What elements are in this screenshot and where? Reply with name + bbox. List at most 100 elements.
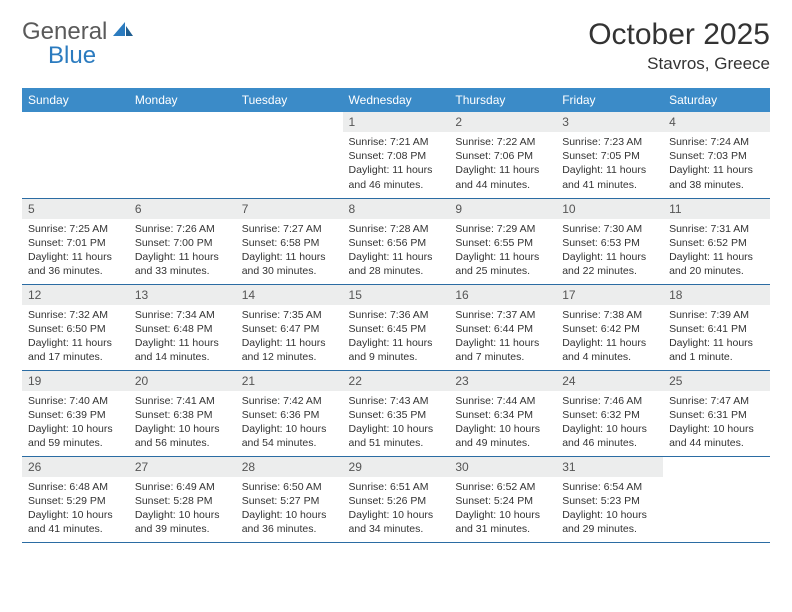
day-number: 16	[449, 285, 556, 305]
day-content: Sunrise: 7:31 AMSunset: 6:52 PMDaylight:…	[663, 219, 770, 283]
day-content: Sunrise: 7:46 AMSunset: 6:32 PMDaylight:…	[556, 391, 663, 455]
day-number: 12	[22, 285, 129, 305]
day-header: Thursday	[449, 88, 556, 112]
calendar-cell: 16Sunrise: 7:37 AMSunset: 6:44 PMDayligh…	[449, 284, 556, 370]
day-content: Sunrise: 7:36 AMSunset: 6:45 PMDaylight:…	[343, 305, 450, 369]
calendar-cell: 2Sunrise: 7:22 AMSunset: 7:06 PMDaylight…	[449, 112, 556, 198]
day-number: 10	[556, 199, 663, 219]
calendar-cell: 10Sunrise: 7:30 AMSunset: 6:53 PMDayligh…	[556, 198, 663, 284]
day-number: 13	[129, 285, 236, 305]
day-content: Sunrise: 6:50 AMSunset: 5:27 PMDaylight:…	[236, 477, 343, 541]
day-content: Sunrise: 7:40 AMSunset: 6:39 PMDaylight:…	[22, 391, 129, 455]
header: General October 2025 Stavros, Greece	[22, 18, 770, 74]
calendar-cell: 28Sunrise: 6:50 AMSunset: 5:27 PMDayligh…	[236, 456, 343, 542]
calendar-cell: 3Sunrise: 7:23 AMSunset: 7:05 PMDaylight…	[556, 112, 663, 198]
day-number: 8	[343, 199, 450, 219]
logo-text-b-wrap: Blue	[48, 42, 96, 70]
day-header: Monday	[129, 88, 236, 112]
logo-text-b: Blue	[48, 42, 96, 69]
calendar-cell: 25Sunrise: 7:47 AMSunset: 6:31 PMDayligh…	[663, 370, 770, 456]
day-content: Sunrise: 7:38 AMSunset: 6:42 PMDaylight:…	[556, 305, 663, 369]
day-content: Sunrise: 7:42 AMSunset: 6:36 PMDaylight:…	[236, 391, 343, 455]
day-number: 29	[343, 457, 450, 477]
day-content: Sunrise: 7:47 AMSunset: 6:31 PMDaylight:…	[663, 391, 770, 455]
day-number: 28	[236, 457, 343, 477]
day-header: Friday	[556, 88, 663, 112]
calendar-cell: 12Sunrise: 7:32 AMSunset: 6:50 PMDayligh…	[22, 284, 129, 370]
calendar: SundayMondayTuesdayWednesdayThursdayFrid…	[22, 88, 770, 543]
calendar-body: 1Sunrise: 7:21 AMSunset: 7:08 PMDaylight…	[22, 112, 770, 542]
calendar-cell: 23Sunrise: 7:44 AMSunset: 6:34 PMDayligh…	[449, 370, 556, 456]
day-number: 23	[449, 371, 556, 391]
calendar-head: SundayMondayTuesdayWednesdayThursdayFrid…	[22, 88, 770, 112]
day-content: Sunrise: 7:29 AMSunset: 6:55 PMDaylight:…	[449, 219, 556, 283]
day-number: 31	[556, 457, 663, 477]
day-header: Tuesday	[236, 88, 343, 112]
day-header-row: SundayMondayTuesdayWednesdayThursdayFrid…	[22, 88, 770, 112]
day-number: 7	[236, 199, 343, 219]
day-content: Sunrise: 6:54 AMSunset: 5:23 PMDaylight:…	[556, 477, 663, 541]
day-number: 30	[449, 457, 556, 477]
day-content: Sunrise: 7:34 AMSunset: 6:48 PMDaylight:…	[129, 305, 236, 369]
calendar-cell: 11Sunrise: 7:31 AMSunset: 6:52 PMDayligh…	[663, 198, 770, 284]
calendar-cell: 29Sunrise: 6:51 AMSunset: 5:26 PMDayligh…	[343, 456, 450, 542]
calendar-cell	[663, 456, 770, 542]
day-number: 24	[556, 371, 663, 391]
calendar-cell: 15Sunrise: 7:36 AMSunset: 6:45 PMDayligh…	[343, 284, 450, 370]
day-content: Sunrise: 6:52 AMSunset: 5:24 PMDaylight:…	[449, 477, 556, 541]
day-number: 4	[663, 112, 770, 132]
day-number: 2	[449, 112, 556, 132]
calendar-cell: 1Sunrise: 7:21 AMSunset: 7:08 PMDaylight…	[343, 112, 450, 198]
day-number: 19	[22, 371, 129, 391]
day-content: Sunrise: 6:48 AMSunset: 5:29 PMDaylight:…	[22, 477, 129, 541]
calendar-cell: 24Sunrise: 7:46 AMSunset: 6:32 PMDayligh…	[556, 370, 663, 456]
day-number: 21	[236, 371, 343, 391]
day-number: 9	[449, 199, 556, 219]
day-number: 17	[556, 285, 663, 305]
day-number: 1	[343, 112, 450, 132]
day-content: Sunrise: 7:41 AMSunset: 6:38 PMDaylight:…	[129, 391, 236, 455]
day-content: Sunrise: 7:39 AMSunset: 6:41 PMDaylight:…	[663, 305, 770, 369]
day-number: 6	[129, 199, 236, 219]
calendar-row: 26Sunrise: 6:48 AMSunset: 5:29 PMDayligh…	[22, 456, 770, 542]
calendar-cell: 14Sunrise: 7:35 AMSunset: 6:47 PMDayligh…	[236, 284, 343, 370]
calendar-cell: 4Sunrise: 7:24 AMSunset: 7:03 PMDaylight…	[663, 112, 770, 198]
day-content: Sunrise: 7:27 AMSunset: 6:58 PMDaylight:…	[236, 219, 343, 283]
calendar-cell: 8Sunrise: 7:28 AMSunset: 6:56 PMDaylight…	[343, 198, 450, 284]
calendar-row: 1Sunrise: 7:21 AMSunset: 7:08 PMDaylight…	[22, 112, 770, 198]
title-block: October 2025 Stavros, Greece	[588, 18, 770, 74]
calendar-cell: 18Sunrise: 7:39 AMSunset: 6:41 PMDayligh…	[663, 284, 770, 370]
day-content: Sunrise: 7:22 AMSunset: 7:06 PMDaylight:…	[449, 132, 556, 196]
day-content: Sunrise: 7:23 AMSunset: 7:05 PMDaylight:…	[556, 132, 663, 196]
calendar-cell: 21Sunrise: 7:42 AMSunset: 6:36 PMDayligh…	[236, 370, 343, 456]
calendar-cell: 31Sunrise: 6:54 AMSunset: 5:23 PMDayligh…	[556, 456, 663, 542]
page-title: October 2025	[588, 18, 770, 52]
day-content: Sunrise: 7:37 AMSunset: 6:44 PMDaylight:…	[449, 305, 556, 369]
day-content: Sunrise: 7:30 AMSunset: 6:53 PMDaylight:…	[556, 219, 663, 283]
calendar-cell: 26Sunrise: 6:48 AMSunset: 5:29 PMDayligh…	[22, 456, 129, 542]
day-header: Wednesday	[343, 88, 450, 112]
day-content: Sunrise: 7:44 AMSunset: 6:34 PMDaylight:…	[449, 391, 556, 455]
calendar-cell: 17Sunrise: 7:38 AMSunset: 6:42 PMDayligh…	[556, 284, 663, 370]
day-content: Sunrise: 6:49 AMSunset: 5:28 PMDaylight:…	[129, 477, 236, 541]
day-number: 22	[343, 371, 450, 391]
day-content: Sunrise: 7:35 AMSunset: 6:47 PMDaylight:…	[236, 305, 343, 369]
day-header: Saturday	[663, 88, 770, 112]
calendar-cell	[129, 112, 236, 198]
calendar-row: 12Sunrise: 7:32 AMSunset: 6:50 PMDayligh…	[22, 284, 770, 370]
calendar-cell: 20Sunrise: 7:41 AMSunset: 6:38 PMDayligh…	[129, 370, 236, 456]
day-content: Sunrise: 7:43 AMSunset: 6:35 PMDaylight:…	[343, 391, 450, 455]
day-number: 3	[556, 112, 663, 132]
day-header: Sunday	[22, 88, 129, 112]
calendar-cell: 7Sunrise: 7:27 AMSunset: 6:58 PMDaylight…	[236, 198, 343, 284]
calendar-cell: 22Sunrise: 7:43 AMSunset: 6:35 PMDayligh…	[343, 370, 450, 456]
calendar-cell: 19Sunrise: 7:40 AMSunset: 6:39 PMDayligh…	[22, 370, 129, 456]
calendar-row: 19Sunrise: 7:40 AMSunset: 6:39 PMDayligh…	[22, 370, 770, 456]
day-number: 25	[663, 371, 770, 391]
day-content: Sunrise: 7:21 AMSunset: 7:08 PMDaylight:…	[343, 132, 450, 196]
day-content: Sunrise: 7:32 AMSunset: 6:50 PMDaylight:…	[22, 305, 129, 369]
calendar-cell: 9Sunrise: 7:29 AMSunset: 6:55 PMDaylight…	[449, 198, 556, 284]
calendar-row: 5Sunrise: 7:25 AMSunset: 7:01 PMDaylight…	[22, 198, 770, 284]
day-number: 27	[129, 457, 236, 477]
calendar-cell: 30Sunrise: 6:52 AMSunset: 5:24 PMDayligh…	[449, 456, 556, 542]
